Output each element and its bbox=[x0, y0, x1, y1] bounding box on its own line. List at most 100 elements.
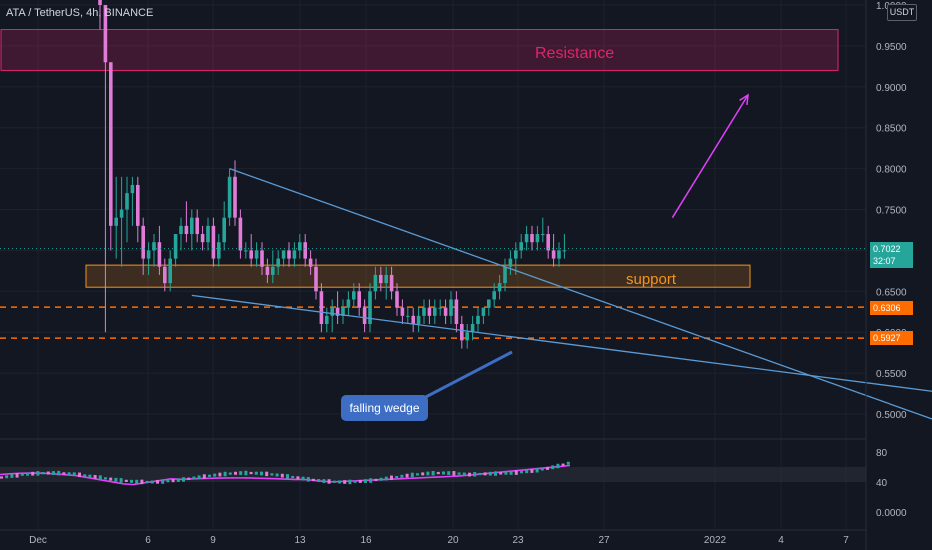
trendline-wedge-lower[interactable] bbox=[191, 294, 932, 430]
price-tick-label: 0.6500 bbox=[876, 287, 907, 298]
indicator-bar bbox=[93, 474, 97, 479]
indicator-bar bbox=[46, 471, 50, 475]
price-tick-label: 0.8500 bbox=[876, 124, 907, 135]
indicator-bar bbox=[291, 475, 295, 479]
candle-body bbox=[238, 217, 243, 251]
candle-body bbox=[379, 274, 383, 284]
candle-body bbox=[184, 225, 189, 235]
candle-body bbox=[546, 234, 550, 251]
level-tag-lower: 0.5927 bbox=[870, 331, 913, 345]
trendlines[interactable] bbox=[191, 167, 932, 431]
indicator-bar bbox=[265, 471, 269, 477]
candle-body bbox=[303, 242, 307, 259]
indicator-bar bbox=[312, 478, 315, 482]
candlestick-series bbox=[98, 0, 567, 349]
price-tick-label: 0.5500 bbox=[876, 369, 907, 380]
indicator-bar bbox=[0, 476, 3, 479]
indicator-bar bbox=[52, 471, 55, 475]
indicator-bar bbox=[83, 474, 87, 477]
symbol-header[interactable]: ATA / TetherUS, 4h, BINANCE bbox=[6, 7, 154, 19]
indicator-bar bbox=[124, 479, 128, 483]
candle-body bbox=[416, 315, 421, 325]
support-label: support bbox=[626, 271, 677, 288]
candle-body bbox=[335, 307, 340, 316]
indicator-bar bbox=[275, 473, 279, 477]
indicator-bar bbox=[41, 472, 45, 475]
support-zone[interactable] bbox=[85, 264, 751, 288]
indicator-bar bbox=[431, 470, 435, 476]
time-tick-label: 23 bbox=[512, 535, 524, 546]
price-tick-label: 0.9500 bbox=[876, 42, 907, 53]
indicator-bar bbox=[478, 472, 482, 476]
indicator-bar bbox=[468, 472, 471, 477]
indicator-bar bbox=[540, 468, 544, 471]
indicator-bar bbox=[31, 471, 35, 476]
indicator-bar bbox=[254, 471, 258, 475]
indicator-bar bbox=[36, 471, 40, 476]
resistance-zone[interactable] bbox=[0, 29, 839, 71]
indicator-bar bbox=[530, 469, 534, 473]
indicator-bar bbox=[494, 471, 497, 476]
indicator-bar bbox=[535, 468, 539, 473]
indicator-bar bbox=[390, 475, 393, 481]
candle-body bbox=[319, 291, 324, 325]
candle-body bbox=[308, 258, 313, 267]
indicator-bar bbox=[556, 463, 560, 469]
candle-body bbox=[281, 250, 286, 259]
indicator-bar bbox=[426, 471, 430, 476]
projection-arrow-shaft bbox=[671, 94, 749, 219]
price-tick-label: 0.9000 bbox=[876, 83, 907, 94]
indicator-bar bbox=[10, 474, 14, 478]
indicator-bar bbox=[384, 476, 388, 481]
indicator-bar bbox=[400, 474, 404, 478]
falling-wedge-callout[interactable]: falling wedge bbox=[341, 395, 428, 421]
candle-body bbox=[98, 0, 102, 6]
candle-body bbox=[389, 274, 394, 292]
indicator-bar bbox=[161, 479, 165, 484]
time-axis[interactable]: Dec 6 9 13 16 20 23 27 2022 4 7 bbox=[29, 535, 849, 546]
candle-body bbox=[400, 307, 405, 316]
candle-body bbox=[233, 176, 237, 218]
indicator-bar bbox=[452, 471, 456, 476]
trendline-wedge-upper[interactable] bbox=[229, 167, 932, 431]
candle-body bbox=[411, 315, 415, 325]
indicator-bar bbox=[249, 471, 253, 475]
last-price-tag: 0.7022 32:07 bbox=[870, 242, 913, 268]
candle-body bbox=[227, 176, 232, 218]
candle-body bbox=[254, 250, 259, 259]
indicator-bar bbox=[514, 470, 518, 475]
candle-body bbox=[179, 225, 183, 235]
time-tick-label: 4 bbox=[778, 535, 784, 546]
time-tick-label: Dec bbox=[29, 535, 47, 546]
indicator-bar bbox=[98, 475, 102, 480]
projection-arrow[interactable] bbox=[671, 93, 749, 219]
time-tick-label: 16 bbox=[360, 535, 372, 546]
indicator-bar bbox=[260, 471, 263, 476]
indicator-bar bbox=[171, 479, 175, 483]
candle-body bbox=[557, 250, 561, 259]
candle-body bbox=[362, 307, 367, 325]
indicator-bar bbox=[343, 480, 347, 484]
indicator-bar bbox=[192, 476, 196, 480]
candle-body bbox=[535, 234, 540, 243]
indicator-bar bbox=[405, 473, 409, 478]
currency-badge[interactable]: USDT bbox=[887, 4, 917, 21]
indicator-bar bbox=[520, 471, 523, 474]
indicator-bar bbox=[447, 471, 451, 475]
indicator-bar bbox=[244, 470, 248, 476]
indicator-bar bbox=[286, 474, 289, 479]
candle-body bbox=[136, 184, 140, 226]
indicator-bar bbox=[327, 479, 331, 484]
indicator-bar bbox=[26, 472, 29, 476]
price-axis[interactable]: 1.00000.95000.90000.85000.80000.75000.70… bbox=[876, 1, 907, 421]
price-tick-label: 0.5000 bbox=[876, 410, 907, 421]
candle-body bbox=[519, 242, 523, 251]
candle-body bbox=[514, 250, 518, 259]
candle-body bbox=[449, 299, 453, 316]
candle-body bbox=[470, 324, 475, 333]
candle-body bbox=[422, 307, 426, 316]
candle-body bbox=[152, 242, 156, 251]
indicator-bar bbox=[223, 471, 227, 477]
horizontal-levels bbox=[0, 306, 866, 339]
